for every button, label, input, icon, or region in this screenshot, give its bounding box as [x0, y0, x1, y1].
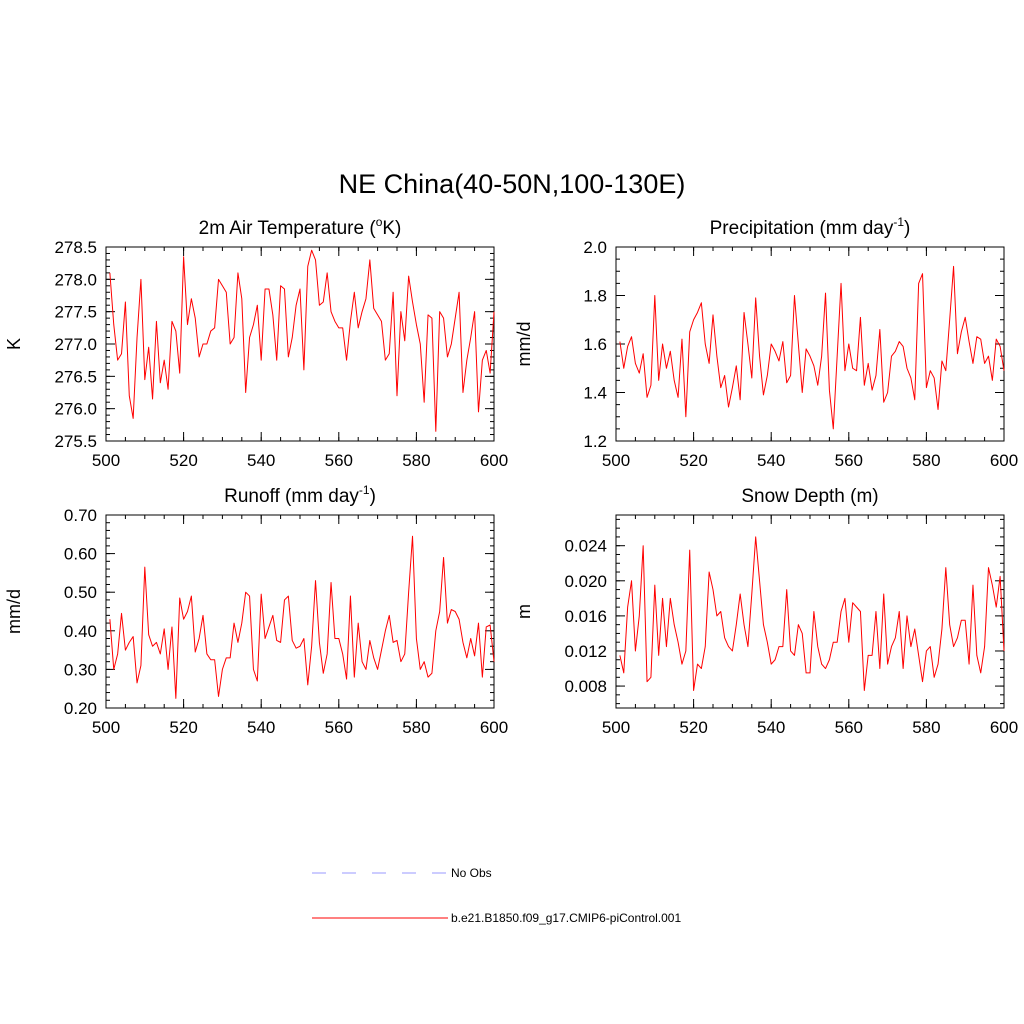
- panel-title-text: Precipitation (mm day: [710, 218, 894, 239]
- panel-title-superscript: o: [376, 215, 383, 229]
- y-tick-label: 2.0: [583, 238, 607, 257]
- x-tick-label: 600: [480, 718, 508, 737]
- x-tick-label: 560: [325, 718, 353, 737]
- panel-2: Precipitation (mm day-1) mm/d 500 520 540 560…: [514, 215, 1018, 470]
- y-tick-label: 275.5: [54, 432, 97, 451]
- panel-title-superscript: -1: [359, 483, 370, 497]
- legend-obs-label: No Obs: [451, 866, 492, 880]
- x-tick-label: 520: [169, 718, 197, 737]
- y-tick-label: 0.20: [64, 699, 97, 718]
- panel-title-suffix: ): [904, 218, 910, 239]
- panel-title: Precipitation (mm day-1): [710, 215, 911, 239]
- x-tick-label: 560: [835, 718, 863, 737]
- y-tick-label: 277.5: [54, 303, 97, 322]
- y-tick-label: 1.8: [583, 287, 607, 306]
- y-tick-label: 0.016: [564, 607, 607, 626]
- x-tick-label: 580: [912, 718, 940, 737]
- y-axis-label: mm/d: [4, 589, 24, 634]
- y-tick-label: 277.0: [54, 335, 97, 354]
- panel-title: Runoff (mm day-1): [224, 483, 376, 507]
- panel-title-text: 2m Air Temperature (: [199, 218, 377, 239]
- x-tick-label: 540: [247, 718, 275, 737]
- x-tick-label: 520: [679, 718, 707, 737]
- panel-title-suffix: K): [382, 218, 401, 239]
- y-tick-label: 276.5: [54, 367, 97, 386]
- x-tick-label: 540: [757, 451, 785, 470]
- panel-title: Snow Depth (m): [741, 486, 878, 507]
- x-tick-label: 580: [402, 451, 430, 470]
- y-axis-label: mm/d: [514, 322, 534, 367]
- x-tick-label: 520: [169, 451, 197, 470]
- panel-title-superscript: -1: [893, 215, 904, 229]
- series-line: [109, 535, 495, 699]
- y-tick-label: 0.008: [564, 677, 607, 696]
- x-tick-label: 520: [679, 451, 707, 470]
- series-line: [109, 249, 495, 432]
- x-tick-label: 600: [480, 451, 508, 470]
- panel-title-text: Snow Depth (m): [741, 486, 878, 507]
- y-tick-label: 1.2: [583, 432, 607, 451]
- x-tick-label: 560: [835, 451, 863, 470]
- x-tick-label: 600: [990, 718, 1018, 737]
- panel-1: 2m Air Temperature (oK) K 500 520 540 560 580 6…: [4, 215, 508, 470]
- panel-title: 2m Air Temperature (oK): [199, 215, 402, 239]
- y-tick-label: 0.024: [564, 537, 607, 556]
- y-axis-label: K: [4, 338, 24, 350]
- x-tick-label: 540: [247, 451, 275, 470]
- x-tick-label: 580: [402, 718, 430, 737]
- y-tick-label: 0.40: [64, 622, 97, 641]
- y-tick-label: 0.020: [564, 572, 607, 591]
- x-tick-label: 540: [757, 718, 785, 737]
- y-tick-label: 0.30: [64, 660, 97, 679]
- figure-title: NE China(40-50N,100-130E): [339, 169, 686, 199]
- x-tick-label: 500: [602, 451, 630, 470]
- panel-3: Runoff (mm day-1) mm/d 500 520 540 560 580 600 0…: [4, 483, 508, 737]
- x-tick-label: 560: [325, 451, 353, 470]
- y-tick-label: 1.6: [583, 335, 607, 354]
- y-tick-label: 278.5: [54, 238, 97, 257]
- y-tick-label: 0.70: [64, 506, 97, 525]
- x-tick-label: 580: [912, 451, 940, 470]
- y-tick-label: 0.60: [64, 545, 97, 564]
- legend: No Obs b.e21.B1850.f09_g17.CMIP6-piContr…: [312, 866, 681, 925]
- y-tick-label: 276.0: [54, 400, 97, 419]
- y-tick-label: 0.50: [64, 583, 97, 602]
- panel-4: Snow Depth (m) m 500 520 540 560 580 600 0.008 0.…: [514, 486, 1018, 737]
- panel-title-suffix: ): [370, 486, 376, 507]
- y-tick-label: 1.4: [583, 384, 607, 403]
- x-tick-label: 500: [92, 451, 120, 470]
- y-tick-label: 278.0: [54, 270, 97, 289]
- y-tick-label: 0.012: [564, 642, 607, 661]
- y-axis-label: m: [514, 604, 534, 619]
- x-tick-label: 600: [990, 451, 1018, 470]
- panel-title-text: Runoff (mm day: [224, 486, 359, 507]
- series-line: [619, 265, 1005, 430]
- legend-model-label: b.e21.B1850.f09_g17.CMIP6-piControl.001: [451, 911, 681, 925]
- x-tick-label: 500: [92, 718, 120, 737]
- panels-group: 2m Air Temperature (oK) K 500 520 540 560 580 6…: [4, 215, 1018, 737]
- x-tick-label: 500: [602, 718, 630, 737]
- series-line: [619, 536, 1005, 691]
